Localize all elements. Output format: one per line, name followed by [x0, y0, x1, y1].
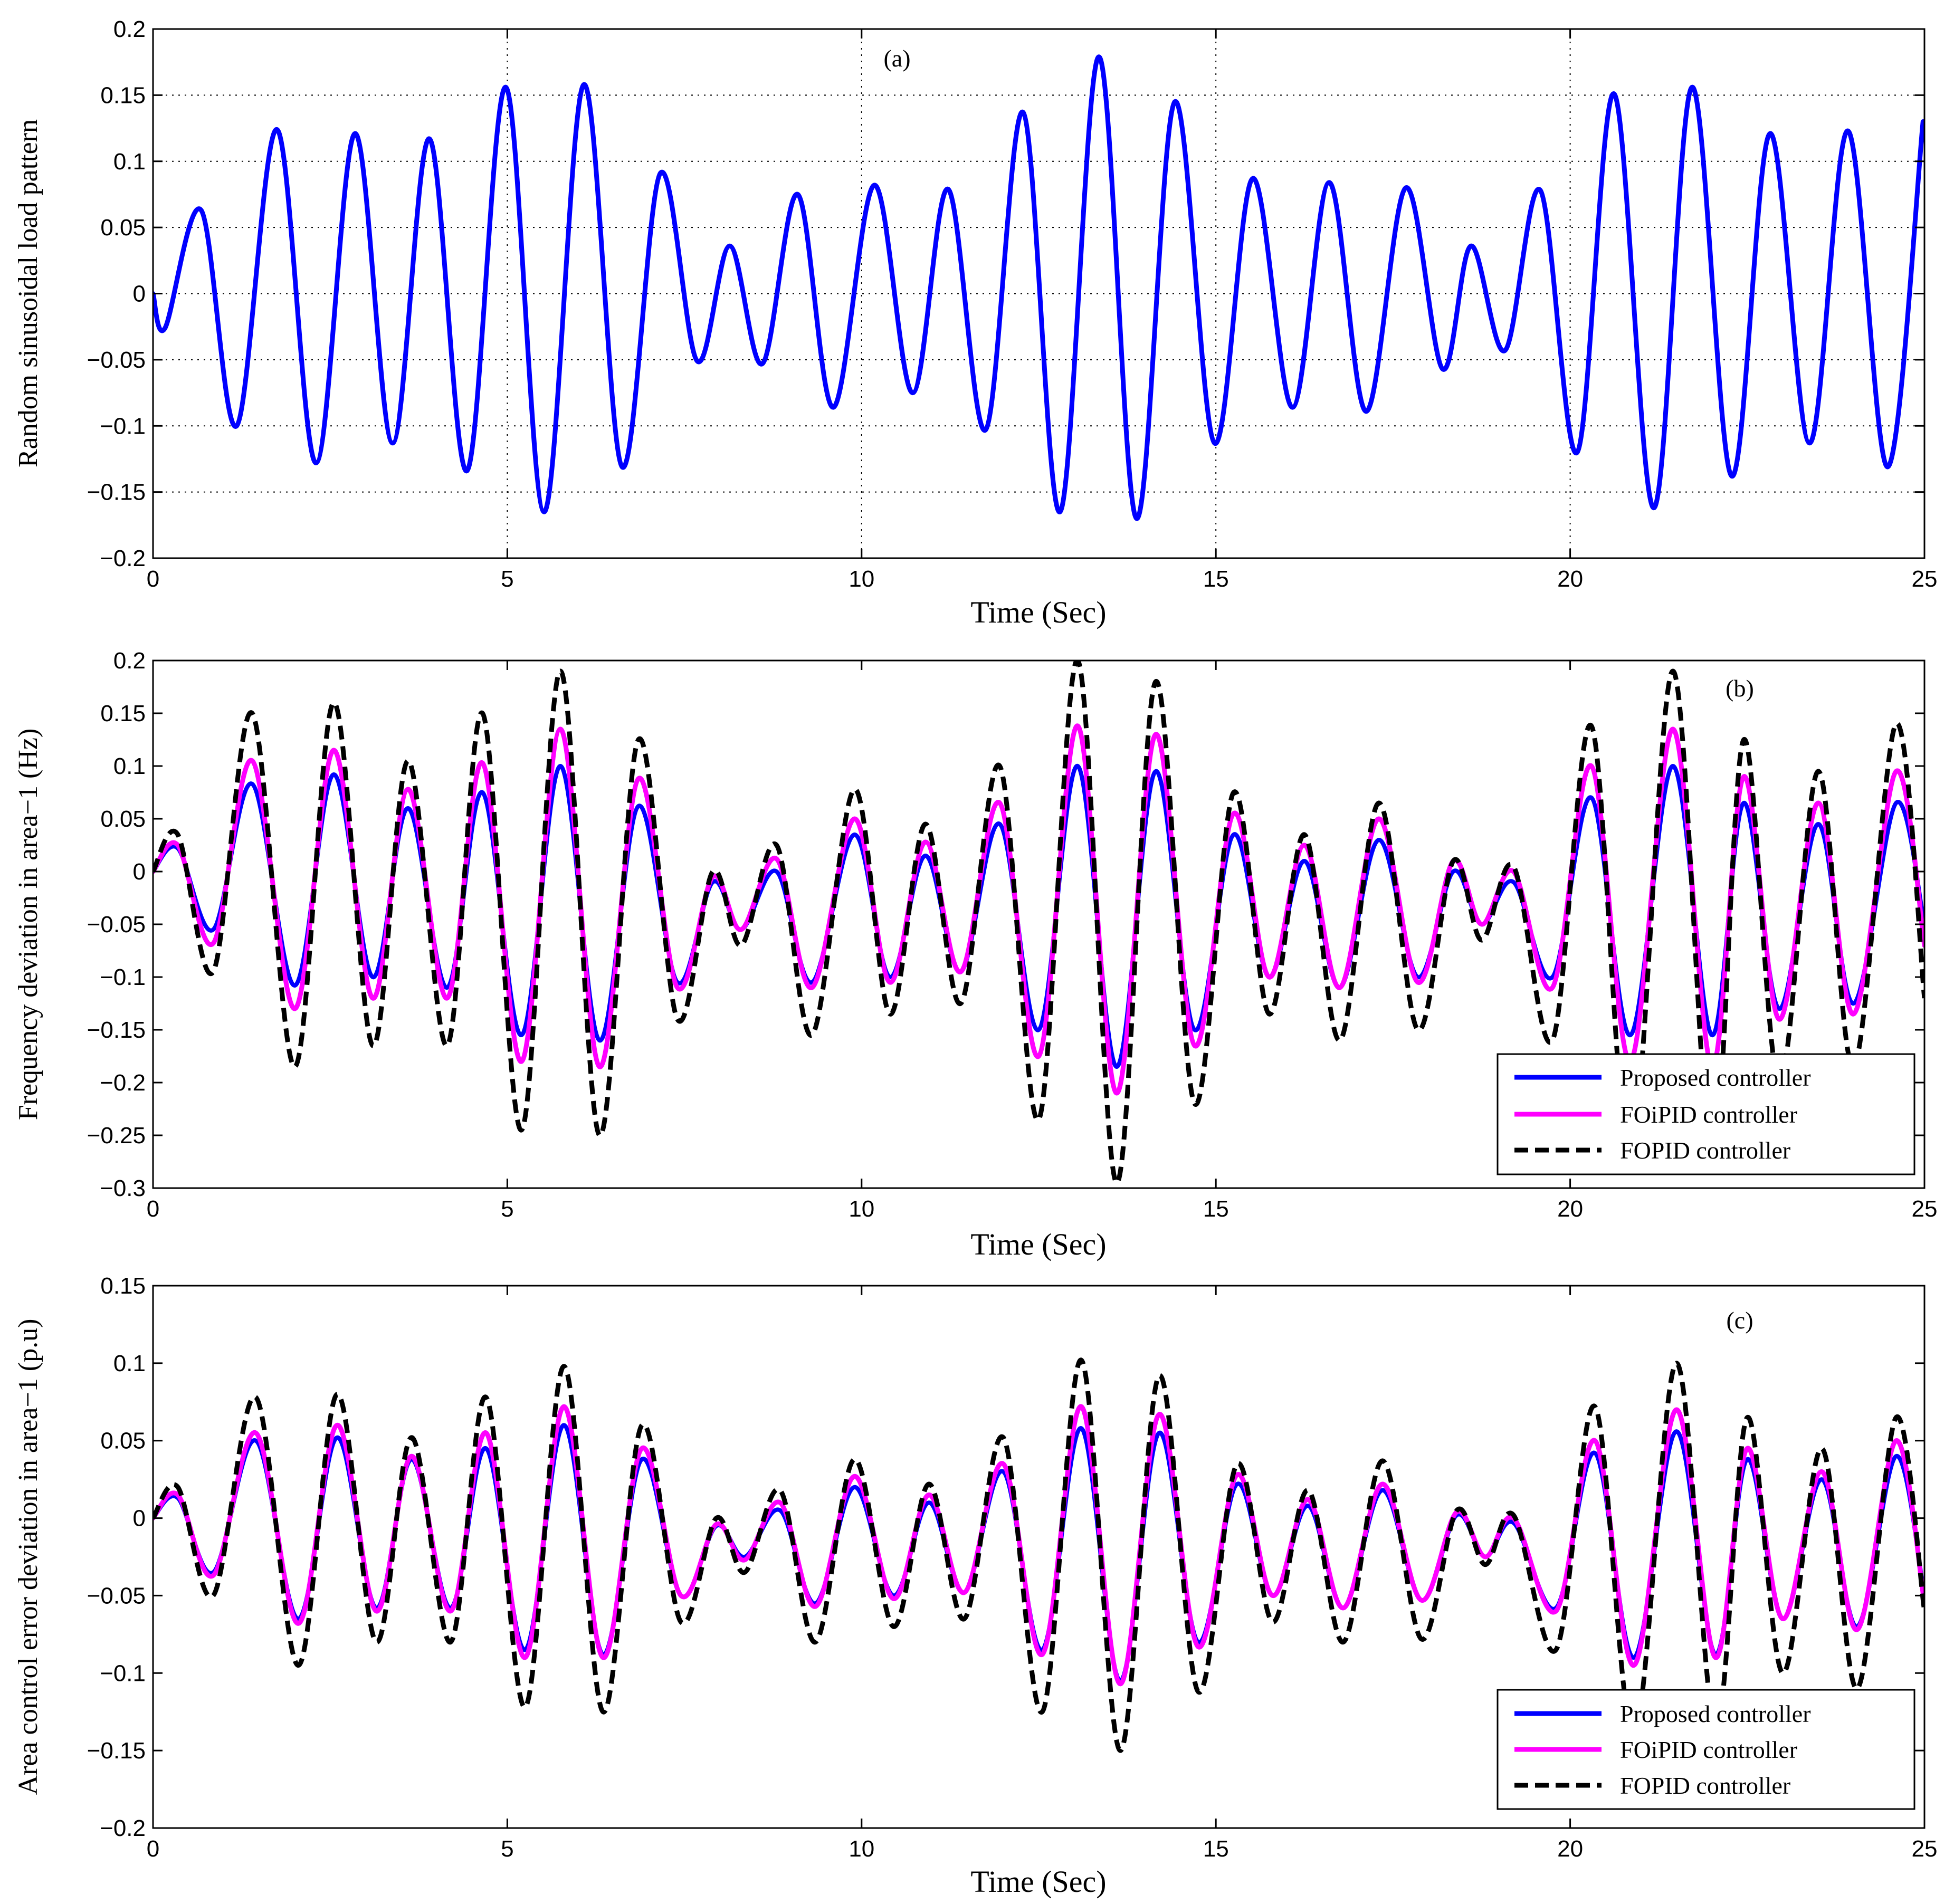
panel-a-y-tick-label: 0.2: [113, 16, 146, 42]
panel-b-x-tick-label: 5: [501, 1196, 513, 1222]
panel-c-x-tick-label: 5: [501, 1836, 513, 1862]
panel-a-x-tick-label: 0: [147, 566, 159, 592]
panel-c-legend: Proposed controller FOiPID controller FO…: [1497, 1689, 1915, 1810]
panel-b-y-tick-label: −0.2: [100, 1070, 146, 1096]
panel-a-y-tick-label: 0.1: [113, 149, 146, 175]
panel-c-y-tick-label: −0.1: [100, 1660, 146, 1686]
panel-c-y-tick-label: 0.05: [100, 1428, 146, 1454]
panel-c-y-tick-label: −0.15: [87, 1738, 146, 1764]
panel-c-y-tick-label: 0.15: [100, 1273, 146, 1299]
panel-b-y-tick-label: 0: [133, 859, 146, 885]
panel-a-series: [153, 54, 1924, 521]
panel-c-frame: [152, 1285, 1926, 1829]
panel-b-x-tick-label: 20: [1557, 1196, 1583, 1222]
panel-c-series: [153, 1357, 1924, 1753]
panel-a-x-tick-label: 15: [1203, 566, 1229, 592]
panel-c-legend-label-fopid: FOPID controller: [1620, 1772, 1790, 1799]
panel-a-y-tick-label: 0.05: [100, 215, 146, 241]
panel-b-y-tick-label: −0.15: [87, 1017, 146, 1043]
panel-c-annotation: (c): [1726, 1307, 1753, 1334]
panel-a-annotation: (a): [883, 45, 910, 72]
panel-c-y-axis-label: Area control error deviation in area−1 (…: [13, 1319, 43, 1795]
panel-a-ticks: 0 5 10 15 20 25 −0.2 −0.15 −0.1 −0.05 0 0.05 0.1 0.15…: [87, 16, 1938, 592]
panel-b-y-tick-label: 0.2: [113, 648, 146, 674]
panel-a-series-load-pattern: [153, 54, 1924, 521]
panel-b-y-tick-label: −0.05: [87, 912, 146, 937]
panel-a-x-tick-label: 25: [1912, 566, 1938, 592]
panel-b-x-tick-label: 25: [1912, 1196, 1938, 1222]
panel-a-x-tick-label: 5: [501, 566, 513, 592]
panel-b-y-tick-label: −0.1: [100, 964, 146, 990]
panel-c-y-tick-label: 0: [133, 1506, 146, 1532]
panel-c-x-tick-label: 10: [849, 1836, 874, 1862]
panel-b-y-tick-label: 0.05: [100, 806, 146, 832]
panel-c-legend-label-proposed: Proposed controller: [1620, 1700, 1811, 1727]
panel-a-x-tick-label: 20: [1557, 566, 1583, 592]
panel-b-y-axis-label: Frequency deviation in area−1 (Hz): [13, 729, 43, 1121]
panel-a-y-tick-label: 0.15: [100, 82, 146, 108]
panel-c-y-tick-label: −0.05: [87, 1583, 146, 1609]
panel-a-x-axis-label: Time (Sec): [970, 595, 1106, 629]
panel-c-x-tick-label: 25: [1912, 1836, 1938, 1862]
panel-a-x-tick-label: 10: [849, 566, 874, 592]
panel-b-y-tick-label: −0.25: [87, 1123, 146, 1149]
panel-a-y-tick-label: −0.05: [87, 347, 146, 373]
panel-b-legend-label-proposed: Proposed controller: [1620, 1064, 1811, 1091]
panel-b: 0 5 10 15 20 25 −0.3 −0.25 −0.2 −0.15 −0.1 −0.05 0 0.…: [13, 648, 1937, 1261]
panel-b-x-tick-label: 15: [1203, 1196, 1229, 1222]
panel-b-y-tick-label: 0.15: [100, 701, 146, 726]
panel-b-y-tick-label: 0.1: [113, 753, 146, 779]
panel-c-series-fopid-controller: [153, 1357, 1924, 1753]
panel-c-legend-label-foipid: FOiPID controller: [1620, 1736, 1797, 1763]
panel-c-ticks: 0 5 10 15 20 25 −0.2 −0.15 −0.1 −0.05 0 0.05 0.1 0.15: [87, 1273, 1938, 1862]
panel-a-y-tick-label: −0.1: [100, 413, 146, 439]
panel-b-legend-label-foipid: FOiPID controller: [1620, 1101, 1797, 1128]
panel-b-x-axis-label: Time (Sec): [970, 1227, 1106, 1261]
panel-a-y-tick-label: −0.2: [100, 546, 146, 571]
panel-c-x-tick-label: 0: [147, 1836, 159, 1862]
panel-c-y-tick-label: 0.1: [113, 1351, 146, 1376]
panel-b-x-tick-label: 10: [849, 1196, 874, 1222]
panel-a-y-tick-label: 0: [133, 281, 146, 307]
panel-c-x-tick-label: 15: [1203, 1836, 1229, 1862]
panel-b-y-tick-label: −0.3: [100, 1175, 146, 1201]
panel-a-y-tick-label: −0.15: [87, 480, 146, 505]
panel-c-y-tick-label: −0.2: [100, 1815, 146, 1841]
panel-b-x-tick-label: 0: [147, 1196, 159, 1222]
panel-b-annotation: (b): [1726, 675, 1754, 702]
panel-b-series: [153, 661, 1924, 1185]
panel-b-legend: Proposed controller FOiPID controller FO…: [1497, 1053, 1915, 1175]
panel-c-x-axis-label: Time (Sec): [970, 1864, 1106, 1899]
panel-a: 0 5 10 15 20 25 −0.2 −0.15 −0.1 −0.05 0 0.05 0.1 0.15…: [13, 16, 1937, 629]
panel-b-legend-label-fopid: FOPID controller: [1620, 1137, 1790, 1164]
panel-a-y-axis-label: Random sinusoidal load pattern: [13, 119, 43, 467]
panel-c: 0 5 10 15 20 25 −0.2 −0.15 −0.1 −0.05 0 0.05 0.1 0.15…: [13, 1273, 1937, 1899]
panel-c-x-tick-label: 20: [1557, 1836, 1583, 1862]
panel-b-ticks: 0 5 10 15 20 25 −0.3 −0.25 −0.2 −0.15 −0.1 −0.05 0 0.…: [87, 648, 1938, 1222]
